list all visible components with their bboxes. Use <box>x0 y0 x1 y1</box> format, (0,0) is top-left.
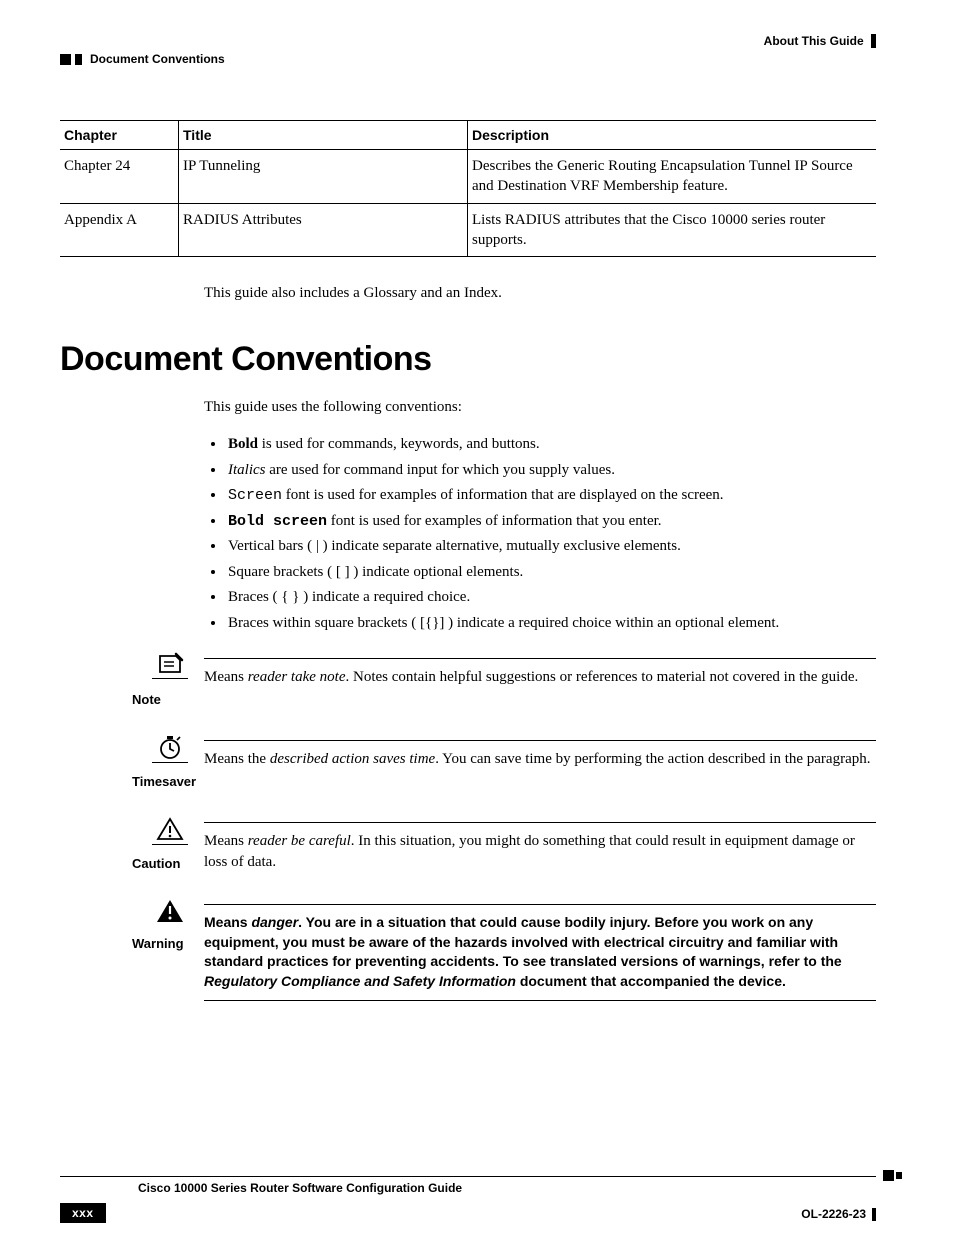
header-left: Document Conventions <box>60 52 225 66</box>
caution-label: Caution <box>132 856 196 871</box>
note-text: Means reader take note. Notes contain he… <box>204 667 876 687</box>
note-italic: reader take note <box>248 669 346 685</box>
doc-id-bar <box>872 1208 876 1221</box>
chapter-table: Chapter Title Description Chapter 24 IP … <box>60 120 876 257</box>
table-header-row: Chapter Title Description <box>60 121 876 150</box>
header-left-square-icon-2 <box>75 54 82 65</box>
header-right: About This Guide <box>764 34 876 49</box>
conventions-list: Bold is used for commands, keywords, and… <box>204 432 876 636</box>
header-right-bar <box>871 34 876 48</box>
warning-text: Means danger. You are in a situation tha… <box>204 913 876 991</box>
mono-text: Screen <box>228 487 282 504</box>
timesaver-icon <box>150 734 190 763</box>
warning-rule-bottom <box>204 1000 876 1001</box>
footer: Cisco 10000 Series Router Software Confi… <box>60 1176 876 1195</box>
th-description: Description <box>468 121 877 150</box>
list-text: font is used for examples of information… <box>282 487 724 503</box>
footer-title: Cisco 10000 Series Router Software Confi… <box>138 1181 876 1195</box>
italic-text: Italics <box>228 462 266 478</box>
caution-callout: Caution Means reader be careful. In this… <box>132 822 876 882</box>
warning-mid: . You are in a situation that could caus… <box>204 914 842 969</box>
page-number-badge: xxx <box>60 1203 106 1223</box>
th-title: Title <box>179 121 468 150</box>
note-label: Note <box>132 692 196 707</box>
timesaver-pre: Means the <box>204 751 270 767</box>
td-title: RADIUS Attributes <box>179 203 468 257</box>
warning-pre: Means <box>204 914 251 930</box>
list-item: Braces within square brackets ( [{}] ) i… <box>226 611 876 637</box>
bold-mono-text: Bold screen <box>228 513 327 530</box>
header-left-text: Document Conventions <box>90 52 225 66</box>
list-item: Bold is used for commands, keywords, and… <box>226 432 876 458</box>
note-icon <box>150 652 190 679</box>
td-title: IP Tunneling <box>179 150 468 204</box>
list-item: Italics are used for command input for w… <box>226 458 876 484</box>
caution-icon <box>150 816 190 845</box>
warning-callout: Warning Means danger. You are in a situa… <box>132 904 876 1000</box>
intro-text: This guide uses the following convention… <box>204 397 876 417</box>
note-callout: Note Means reader take note. Notes conta… <box>132 658 876 718</box>
doc-id-text: OL-2226-23 <box>801 1207 866 1221</box>
list-item: Bold screen font is used for examples of… <box>226 509 876 535</box>
header-left-square-icon <box>60 54 71 65</box>
caution-pre: Means <box>204 833 248 849</box>
table-row: Chapter 24 IP Tunneling Describes the Ge… <box>60 150 876 204</box>
list-item: Vertical bars ( | ) indicate separate al… <box>226 534 876 560</box>
bold-text: Bold <box>228 436 258 452</box>
note-rule <box>204 658 876 659</box>
timesaver-italic: described action saves time <box>270 751 435 767</box>
after-table-text: This guide also includes a Glossary and … <box>204 285 876 302</box>
warning-doc: Regulatory Compliance and Safety Informa… <box>204 973 516 989</box>
td-desc: Describes the Generic Routing Encapsulat… <box>468 150 877 204</box>
list-item: Braces ( { } ) indicate a required choic… <box>226 585 876 611</box>
warning-icon <box>150 898 190 924</box>
list-item: Square brackets ( [ ] ) indicate optiona… <box>226 560 876 586</box>
doc-id: OL-2226-23 <box>801 1207 876 1221</box>
section-heading: Document Conventions <box>60 340 876 379</box>
timesaver-post: . You can save time by performing the ac… <box>435 751 870 767</box>
caution-rule <box>204 822 876 823</box>
header-right-text: About This Guide <box>764 34 864 48</box>
timesaver-label: Timesaver <box>132 774 196 789</box>
timesaver-rule <box>204 740 876 741</box>
th-chapter: Chapter <box>60 121 179 150</box>
warning-post: document that accompanied the device. <box>516 973 786 989</box>
list-item: Screen font is used for examples of info… <box>226 483 876 509</box>
td-chapter: Appendix A <box>60 203 179 257</box>
warning-label: Warning <box>132 936 196 951</box>
warning-italic: danger <box>251 914 298 930</box>
table-row: Appendix A RADIUS Attributes Lists RADIU… <box>60 203 876 257</box>
caution-text: Means reader be careful. In this situati… <box>204 831 876 872</box>
timesaver-text: Means the described action saves time. Y… <box>204 749 876 769</box>
note-pre: Means <box>204 669 248 685</box>
list-text: are used for command input for which you… <box>266 462 616 478</box>
note-post: . Notes contain helpful suggestions or r… <box>346 669 859 685</box>
td-chapter: Chapter 24 <box>60 150 179 204</box>
footer-square-icon <box>883 1170 894 1181</box>
footer-rule <box>60 1176 876 1177</box>
list-text: is used for commands, keywords, and butt… <box>258 436 540 452</box>
list-text: font is used for examples of information… <box>327 513 662 529</box>
warning-rule <box>204 904 876 905</box>
timesaver-callout: Timesaver Means the described action sav… <box>132 740 876 800</box>
caution-italic: reader be careful <box>248 833 351 849</box>
td-desc: Lists RADIUS attributes that the Cisco 1… <box>468 203 877 257</box>
content: Chapter Title Description Chapter 24 IP … <box>60 120 876 1001</box>
